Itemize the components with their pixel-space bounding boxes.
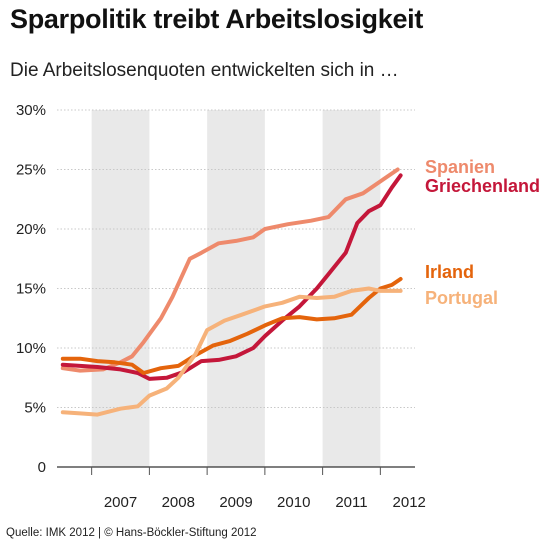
y-tick-label: 20% — [16, 221, 46, 238]
series-line-portugal — [60, 286, 403, 417]
chart-subtitle: Die Arbeitslosenquoten entwickelten sich… — [10, 60, 399, 81]
series-line-spanien — [60, 167, 400, 373]
chart-title: Sparpolitik treibt Arbeitslosigkeit — [10, 4, 424, 34]
y-tick-label: 30% — [16, 102, 46, 119]
y-tick-label: 15% — [16, 281, 46, 298]
x-tick-label: 2008 — [162, 494, 195, 511]
y-axis-ticks: 0 5% 10% 15% 20% 25% 30% — [16, 102, 46, 476]
y-tick-label: 25% — [16, 162, 46, 179]
legend-spanien: Spanien — [425, 157, 495, 177]
x-tick-label: 2010 — [277, 494, 310, 511]
legend-irland: Irland — [425, 262, 474, 282]
y-tick-label: 5% — [24, 400, 46, 417]
series-lines — [60, 167, 403, 417]
x-tick-label: 2007 — [104, 494, 137, 511]
source-note: Quelle: IMK 2012 | © Hans-Böckler-Stiftu… — [6, 527, 257, 539]
y-tick-label: 10% — [16, 340, 46, 357]
x-tick-label: 2012 — [393, 494, 426, 511]
x-tick-label: 2009 — [219, 494, 252, 511]
series-line-irland — [60, 277, 403, 375]
series-line-griechenland — [60, 173, 403, 381]
y-tick-label: 0 — [38, 459, 46, 476]
legend-griechenland: Griechenland — [425, 176, 540, 196]
x-axis-ticks: 2007 2008 2009 2010 2011 2012 — [91, 467, 426, 511]
x-tick-label: 2011 — [335, 494, 367, 511]
legend-portugal: Portugal — [425, 288, 498, 308]
